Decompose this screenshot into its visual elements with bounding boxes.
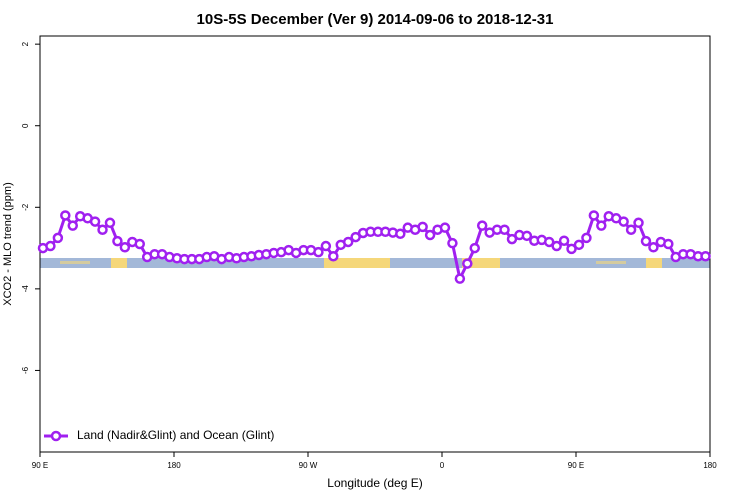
data-point (97, 224, 108, 235)
x-axis-label: Longitude (deg E) (327, 476, 422, 490)
data-point (454, 273, 466, 284)
data-point (350, 231, 361, 243)
data-point (469, 242, 481, 254)
y-tick-label: 2 (21, 41, 30, 46)
data-point (89, 216, 101, 227)
x-tick-label: 0 (440, 461, 445, 470)
data-point (320, 240, 332, 252)
map-strip (40, 258, 710, 268)
data-point (618, 216, 629, 227)
y-tick-label: -6 (21, 366, 30, 374)
data-point (112, 235, 123, 247)
chart-title: 10S-5S December (Ver 9) 2014-09-06 to 20… (197, 11, 554, 28)
data-point (313, 246, 324, 258)
data-point (506, 233, 518, 245)
data-point (596, 220, 607, 231)
data-point (499, 224, 510, 235)
y-tick-label: 0 (21, 123, 30, 128)
x-tick-label: 90 E (568, 461, 584, 470)
data-point (52, 232, 64, 244)
data-point (663, 238, 674, 250)
data-point (417, 221, 428, 233)
data-point (551, 240, 562, 252)
data-point (700, 250, 711, 262)
data-point (60, 210, 71, 221)
data-point (439, 222, 451, 233)
data-point (462, 258, 473, 269)
data-point (395, 228, 406, 240)
y-tick-label: -4 (21, 285, 30, 293)
data-point (342, 236, 354, 248)
data-point (447, 237, 458, 249)
legend-label: Land (Nadir&Glint) and Ocean (Glint) (77, 428, 274, 442)
data-point (633, 217, 644, 229)
data-point (328, 250, 339, 262)
x-tick-label: 180 (167, 461, 181, 470)
y-axis-label: XCO2 - MLO trend (ppm) (2, 182, 14, 305)
data-point (119, 242, 131, 253)
data-point (45, 240, 56, 252)
x-tick-label: 180 (703, 461, 717, 470)
data-point (625, 224, 637, 235)
y-tick-label: -2 (21, 203, 30, 211)
x-tick-label: 90 E (32, 461, 48, 470)
data-point (573, 239, 585, 251)
data-point (521, 230, 533, 242)
data-point (648, 242, 659, 253)
data-point (566, 243, 577, 255)
data-point (640, 235, 652, 247)
x-tick-label: 90 W (299, 461, 318, 470)
data-point (476, 220, 488, 231)
data-point (67, 220, 79, 231)
data-point (134, 238, 146, 250)
data-point (581, 232, 592, 244)
data-point (543, 236, 555, 248)
data-point (104, 217, 116, 229)
legend-marker (50, 430, 62, 442)
data-point (558, 235, 570, 246)
data-point (588, 210, 600, 221)
data-point (424, 229, 436, 241)
